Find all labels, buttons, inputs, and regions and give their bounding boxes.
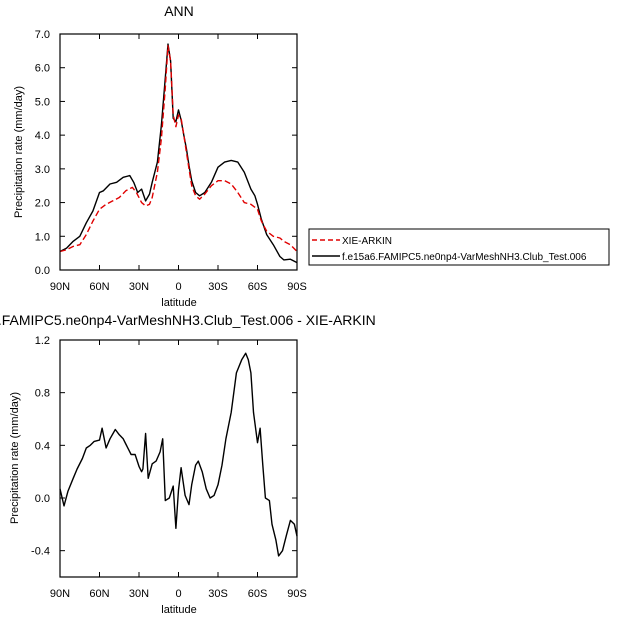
y-axis-ticks: -0.4 0.0 0.4 0.8 1.2 [31, 335, 297, 558]
legend: XIE-ARKIN f.e15a6.FAMIPC5.ne0np4-VarMesh… [308, 228, 610, 266]
x-axis-ticks: 90N 60N 30N 0 30S 60S 90S [50, 34, 307, 293]
y-tick-label: 6.0 [35, 63, 50, 75]
y-tick-label: 7.0 [35, 29, 50, 41]
legend-label-xie-arkin: XIE-ARKIN [342, 236, 392, 247]
x-tick-label: 0 [175, 281, 181, 293]
x-tick-label: 60S [248, 588, 268, 600]
y-axis-label: Precipitation rate (mm/day) [9, 392, 21, 524]
chart-title: ANN [164, 3, 194, 19]
y-tick-label: 1.0 [35, 231, 50, 243]
x-axis-label: latitude [161, 297, 196, 309]
y-tick-label: 0.4 [35, 440, 50, 452]
x-axis-label: latitude [161, 604, 196, 616]
series-line-xie-arkin [59, 45, 298, 253]
y-axis-ticks: 0.0 1.0 2.0 3.0 4.0 5.0 6.0 7.0 [35, 29, 297, 277]
x-tick-label: 30N [129, 588, 149, 600]
x-tick-label: 90N [50, 281, 70, 293]
legend-box [308, 228, 610, 266]
series-group [59, 352, 298, 557]
y-tick-label: 4.0 [35, 130, 50, 142]
x-axis-ticks: 90N 60N 30N 0 30S 60S 90S [50, 340, 307, 600]
x-tick-label: 0 [175, 588, 181, 600]
x-tick-label: 30S [208, 281, 228, 293]
x-tick-label: 90S [287, 588, 307, 600]
plot-frame [59, 33, 298, 271]
x-tick-label: 60N [89, 588, 109, 600]
series-line-difference [59, 352, 298, 557]
x-tick-label: 30N [129, 281, 149, 293]
series-line-model [59, 43, 298, 264]
plot-frame [59, 339, 298, 578]
y-tick-label: 0.0 [35, 265, 50, 277]
y-axis-label: Precipitation rate (mm/day) [13, 86, 25, 218]
y-tick-label: 0.0 [35, 493, 50, 505]
y-tick-label: 1.2 [35, 335, 50, 347]
y-tick-label: 3.0 [35, 164, 50, 176]
precipitation-chart-panel: ANN 90N 60N 30N 0 30S 60S 90S 0.0 1.0 2.0 3.0 4.0 5… [13, 3, 307, 309]
series-group [59, 43, 298, 264]
y-tick-label: 0.8 [35, 388, 50, 400]
y-tick-label: 2.0 [35, 198, 50, 210]
y-tick-label: 5.0 [35, 96, 50, 108]
legend-label-model: f.e15a6.FAMIPC5.ne0np4-VarMeshNH3.Club_T… [342, 252, 587, 263]
x-tick-label: 60N [89, 281, 109, 293]
chart-title: a6.FAMIPC5.ne0np4-VarMeshNH3.Club_Test.0… [0, 312, 376, 328]
difference-chart-panel: a6.FAMIPC5.ne0np4-VarMeshNH3.Club_Test.0… [0, 312, 376, 616]
x-tick-label: 90N [50, 588, 70, 600]
x-tick-label: 60S [248, 281, 268, 293]
x-tick-label: 90S [287, 281, 307, 293]
x-tick-label: 30S [208, 588, 228, 600]
y-tick-label: -0.4 [31, 546, 50, 558]
